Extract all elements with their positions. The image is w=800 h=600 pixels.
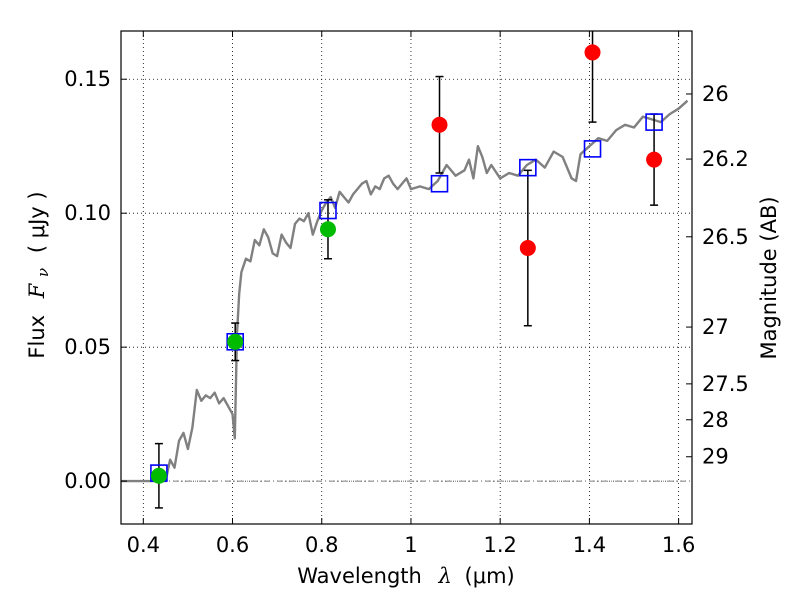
x-tick-label: 1.4 bbox=[573, 533, 606, 557]
right-axis-ticks: 26 26.2 26.5 27 27.5 28 29 bbox=[686, 82, 749, 469]
x-tick-label: 0.4 bbox=[127, 533, 160, 557]
y-axis-ticks: 0.00 0.05 0.10 0.15 bbox=[64, 67, 127, 493]
y-axis-label: Flux F ν ( μJy ) bbox=[25, 191, 53, 358]
observed-point bbox=[431, 116, 448, 133]
plot-area bbox=[121, 31, 689, 509]
model-photometry-square bbox=[583, 140, 602, 158]
y-tick-label: 0.10 bbox=[64, 201, 111, 225]
observed-point bbox=[584, 44, 601, 61]
y-axis-label-symbol: F bbox=[25, 282, 49, 299]
x-tick-label: 0.8 bbox=[305, 533, 338, 557]
y-tick-label: 0.05 bbox=[64, 335, 111, 359]
right-tick-label: 29 bbox=[702, 445, 729, 469]
x-tick-label: 0.6 bbox=[216, 533, 249, 557]
observed-point bbox=[646, 151, 663, 168]
y-axis-label-subscript: ν bbox=[34, 268, 52, 277]
y-tick-label: 0.00 bbox=[64, 469, 111, 493]
x-axis-label: Wavelength λ (μm) bbox=[297, 564, 514, 588]
model-photometry-square bbox=[519, 158, 537, 177]
model-photometry-square bbox=[319, 201, 337, 220]
right-axis-label: Magnitude (AB) bbox=[757, 196, 781, 359]
x-axis-ticks: 0.4 0.6 0.8 1 1.2 1.4 1.6 bbox=[127, 31, 695, 557]
plot-frame bbox=[120, 30, 693, 525]
x-tick-label: 1.2 bbox=[483, 533, 516, 557]
y-axis-label-main: Flux bbox=[25, 315, 49, 359]
right-tick-label: 27 bbox=[702, 315, 729, 339]
right-tick-label: 28 bbox=[702, 408, 729, 432]
x-axis-label-main: Wavelength bbox=[297, 564, 422, 588]
y-tick-label: 0.15 bbox=[64, 67, 111, 91]
observed-point bbox=[319, 221, 336, 238]
x-axis-label-symbol: λ bbox=[438, 564, 452, 588]
x-tick-label: 1.6 bbox=[662, 533, 695, 557]
x-tick-label: 1 bbox=[404, 533, 417, 557]
right-tick-label: 26 bbox=[702, 82, 729, 106]
right-tick-label: 26.2 bbox=[702, 147, 749, 171]
observed-point bbox=[227, 333, 244, 350]
model-photometry-square bbox=[645, 113, 663, 131]
model-spectrum-line bbox=[121, 99, 689, 483]
model-photometry-square bbox=[430, 174, 449, 193]
y-axis-label-unit: ( μJy ) bbox=[25, 191, 49, 253]
observed-point bbox=[519, 240, 536, 257]
x-axis-label-unit: (μm) bbox=[465, 564, 515, 588]
observed-points bbox=[150, 44, 663, 484]
right-tick-label: 27.5 bbox=[702, 372, 749, 396]
observed-point bbox=[150, 467, 167, 484]
right-tick-label: 26.5 bbox=[702, 225, 749, 249]
